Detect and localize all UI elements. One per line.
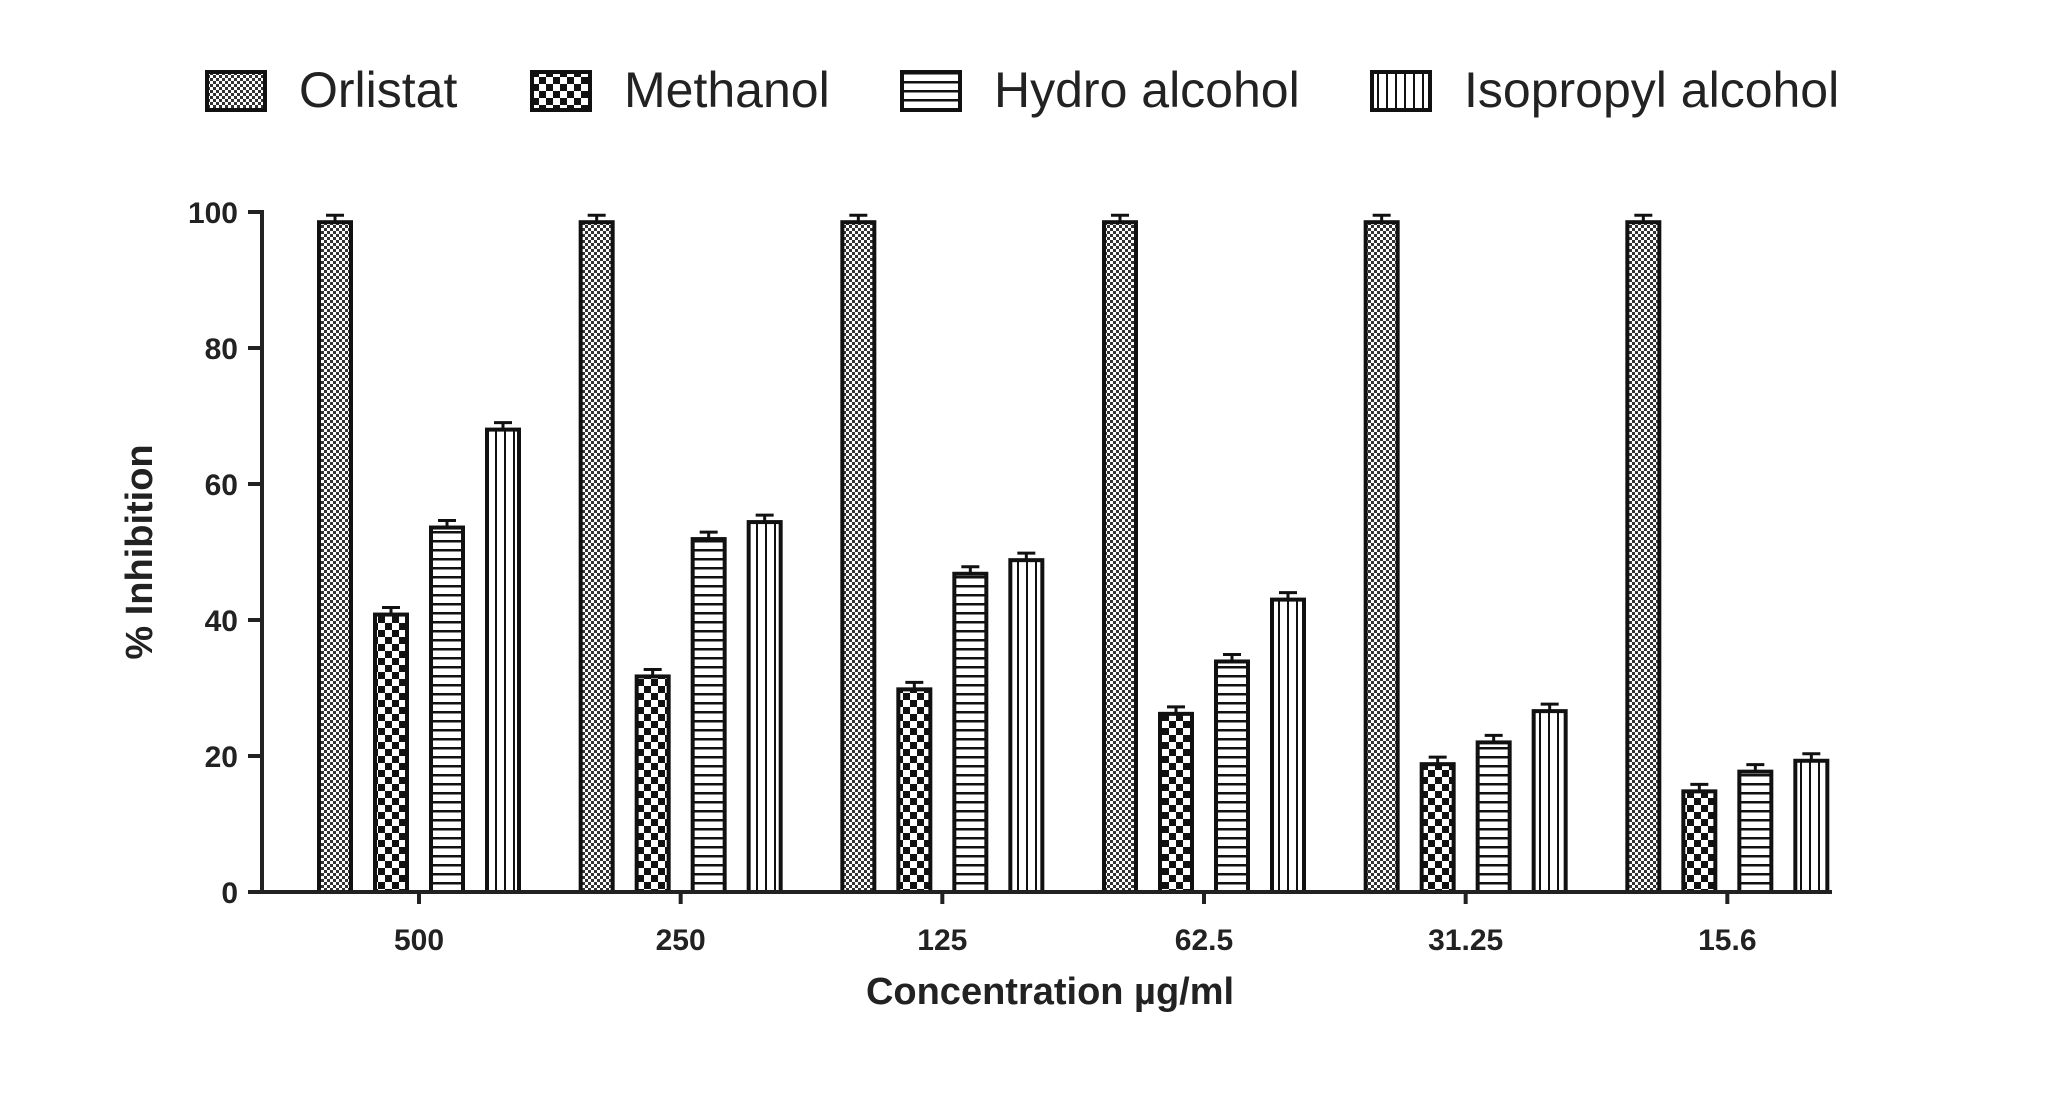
bar-methanol-62.5 bbox=[1158, 711, 1194, 895]
y-tick-label: 60 bbox=[205, 469, 238, 502]
bar-methanol-31.25 bbox=[1419, 762, 1456, 894]
legend-swatch-hydro-alcohol bbox=[900, 70, 962, 112]
bar-orlistat-15.6 bbox=[1625, 220, 1662, 894]
bar-isopropyl-alcohol-62.5 bbox=[1270, 597, 1306, 894]
bar-orlistat-250 bbox=[578, 220, 615, 894]
bar-hydro-alcohol-500 bbox=[429, 525, 465, 895]
bar-methanol-250 bbox=[634, 674, 671, 894]
bar-isopropyl-alcohol-500 bbox=[485, 427, 521, 894]
y-tick-label: 20 bbox=[205, 741, 238, 774]
bar-isopropyl-alcohol-15.6 bbox=[1793, 758, 1830, 895]
bar-hydro-alcohol-31.25 bbox=[1475, 740, 1512, 895]
legend-swatch-isopropyl-alcohol bbox=[1370, 70, 1432, 112]
bar-isopropyl-alcohol-250 bbox=[746, 520, 783, 895]
x-tick-label: 62.5 bbox=[1175, 924, 1233, 957]
bar-methanol-15.6 bbox=[1681, 789, 1718, 894]
x-tick-label: 15.6 bbox=[1698, 924, 1756, 957]
y-tick-label: 100 bbox=[188, 197, 238, 230]
bar-hydro-alcohol-125 bbox=[952, 571, 989, 894]
x-ticks: 500 250 125 62.5 31.25 15.6 bbox=[394, 892, 1757, 957]
bar-isopropyl-alcohol-125 bbox=[1008, 558, 1045, 894]
y-tick-label: 40 bbox=[205, 605, 238, 638]
y-ticks: 0 20 40 60 80 100 bbox=[188, 197, 262, 910]
y-axis-title: % Inhibition bbox=[119, 444, 161, 659]
y-tick-label: 80 bbox=[205, 333, 238, 366]
legend-swatch-orlistat bbox=[205, 70, 267, 112]
x-axis-title: Concentration µg/ml bbox=[866, 971, 1234, 1013]
legend-label: Isopropyl alcohol bbox=[1464, 62, 1839, 118]
bar-hydro-alcohol-62.5 bbox=[1214, 659, 1250, 894]
legend-label: Methanol bbox=[624, 62, 830, 118]
x-tick-label: 250 bbox=[656, 924, 706, 957]
error-bars bbox=[326, 213, 1821, 792]
bar-orlistat-500 bbox=[317, 220, 353, 894]
bar-orlistat-125 bbox=[840, 220, 877, 894]
x-tick-label: 125 bbox=[917, 924, 967, 957]
legend-label: Orlistat bbox=[299, 62, 457, 118]
x-tick-label: 31.25 bbox=[1428, 924, 1503, 957]
bar-orlistat-62.5 bbox=[1102, 220, 1138, 894]
bar-hydro-alcohol-250 bbox=[690, 537, 727, 895]
bar-orlistat-31.25 bbox=[1363, 220, 1400, 894]
bar-methanol-500 bbox=[373, 612, 409, 894]
bar-methanol-125 bbox=[896, 687, 933, 894]
y-tick-label: 0 bbox=[221, 877, 238, 910]
legend: Orlistat Methanol Hydro alcohol Isopropyl a… bbox=[205, 62, 1839, 118]
bar-isopropyl-alcohol-31.25 bbox=[1531, 709, 1568, 894]
bar-hydro-alcohol-15.6 bbox=[1737, 769, 1774, 895]
legend-label: Hydro alcohol bbox=[994, 62, 1300, 118]
bars bbox=[317, 220, 1830, 895]
legend-swatch-methanol bbox=[530, 70, 592, 112]
x-tick-label: 500 bbox=[394, 924, 444, 957]
